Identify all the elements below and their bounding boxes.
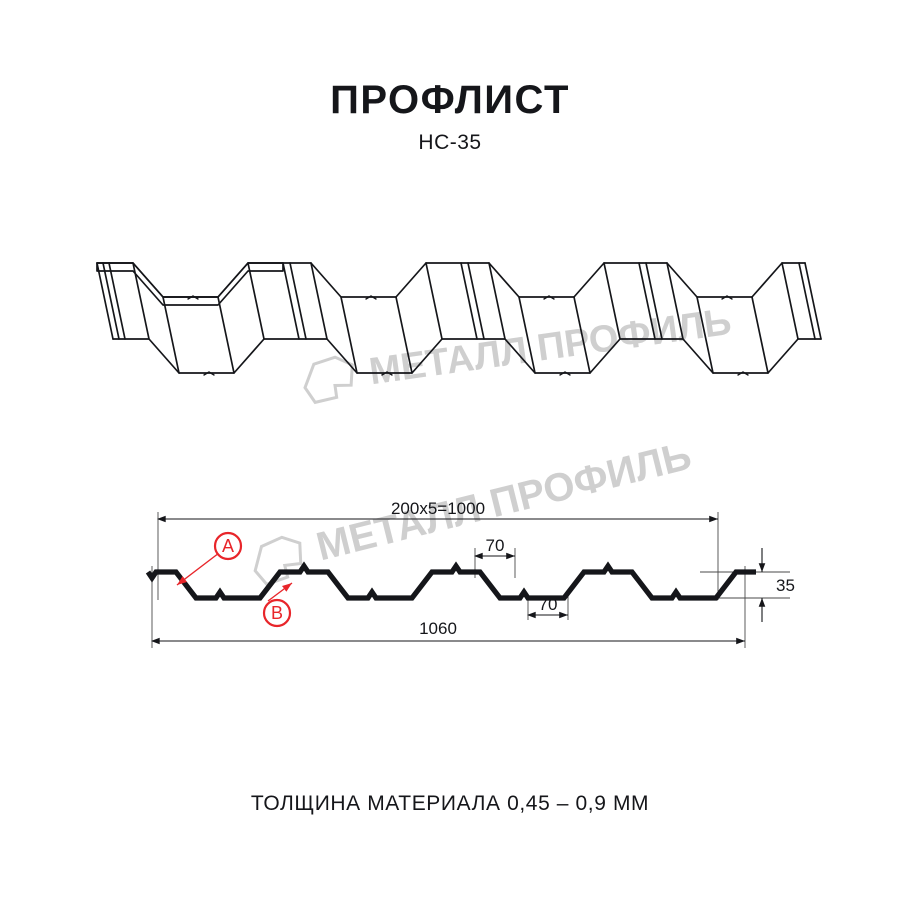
extension-lines	[151, 512, 790, 648]
corrugation-3d	[96, 262, 822, 376]
material-thickness-note: ТОЛЩИНА МАТЕРИАЛА 0,45 – 0,9 ММ	[250, 792, 650, 815]
profile-section	[145, 561, 756, 601]
dimension-height: 35	[758, 548, 795, 622]
callout-a: A	[176, 531, 243, 586]
callout-a-circle	[213, 531, 243, 561]
dimension-top-flat: 70	[473, 536, 515, 560]
callout-b-leader	[267, 582, 293, 602]
dimension-overall-width-label: 1060	[419, 619, 457, 638]
callout-b: B	[262, 582, 293, 628]
callout-b-label: B	[271, 603, 283, 623]
callout-b-circle	[262, 598, 292, 628]
dimension-overall-width: 1060	[150, 619, 745, 645]
callout-a-label: A	[222, 536, 234, 556]
callout-a-leader	[176, 552, 220, 586]
page-title: ПРОФЛИСТ	[330, 78, 570, 122]
dimension-height-label: 35	[776, 576, 795, 595]
dimension-top-flat-label: 70	[486, 536, 505, 555]
dimension-pitch-total: 200x5=1000	[156, 499, 718, 523]
dimension-pitch-total-label: 200x5=1000	[391, 499, 485, 518]
model-subtitle: НС-35	[418, 131, 482, 154]
